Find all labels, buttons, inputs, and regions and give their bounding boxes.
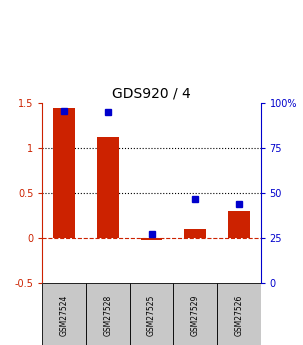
Text: GSM27526: GSM27526 xyxy=(234,295,243,336)
Bar xyxy=(42,283,86,345)
Bar xyxy=(97,137,119,238)
Text: GSM27524: GSM27524 xyxy=(60,295,69,336)
Bar xyxy=(141,238,162,240)
Bar xyxy=(228,211,250,238)
Text: GSM27529: GSM27529 xyxy=(191,295,200,336)
Text: GSM27528: GSM27528 xyxy=(103,295,112,336)
Text: GSM27525: GSM27525 xyxy=(147,295,156,336)
Bar xyxy=(130,283,173,345)
Bar xyxy=(217,283,261,345)
Title: GDS920 / 4: GDS920 / 4 xyxy=(112,87,191,101)
Bar xyxy=(53,108,75,238)
Bar xyxy=(86,283,130,345)
Bar xyxy=(173,283,217,345)
Bar xyxy=(184,229,206,238)
